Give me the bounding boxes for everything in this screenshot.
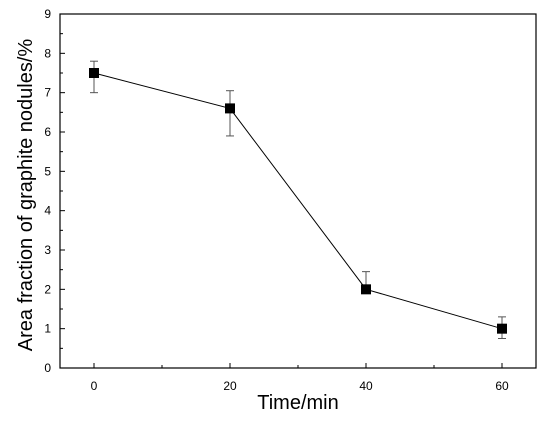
x-tick-label: 40 [359,379,373,393]
data-point-marker [89,68,99,78]
y-tick-label: 9 [44,7,51,21]
series-line [93,72,503,330]
y-axis-title: Area fraction of graphite nodules/% [15,39,37,352]
y-tick-label: 6 [44,125,51,139]
x-tick-label: 60 [495,379,509,393]
y-tick-label: 1 [44,322,51,336]
x-tick-label: 20 [223,379,237,393]
y-tick-label: 8 [44,46,51,60]
y-tick-label: 2 [44,282,51,296]
y-tick-label: 0 [44,361,51,375]
y-tick-label: 5 [44,164,51,178]
data-point-marker [225,103,235,114]
y-tick-label: 4 [44,204,51,218]
y-tick-label: 3 [44,243,51,257]
x-tick-label: 0 [91,379,98,393]
data-point-marker [497,323,507,334]
data-point-marker [361,284,371,295]
plot-frame [59,13,537,369]
y-tick-label: 7 [44,86,51,100]
x-axis-title: Time/min [257,392,338,414]
